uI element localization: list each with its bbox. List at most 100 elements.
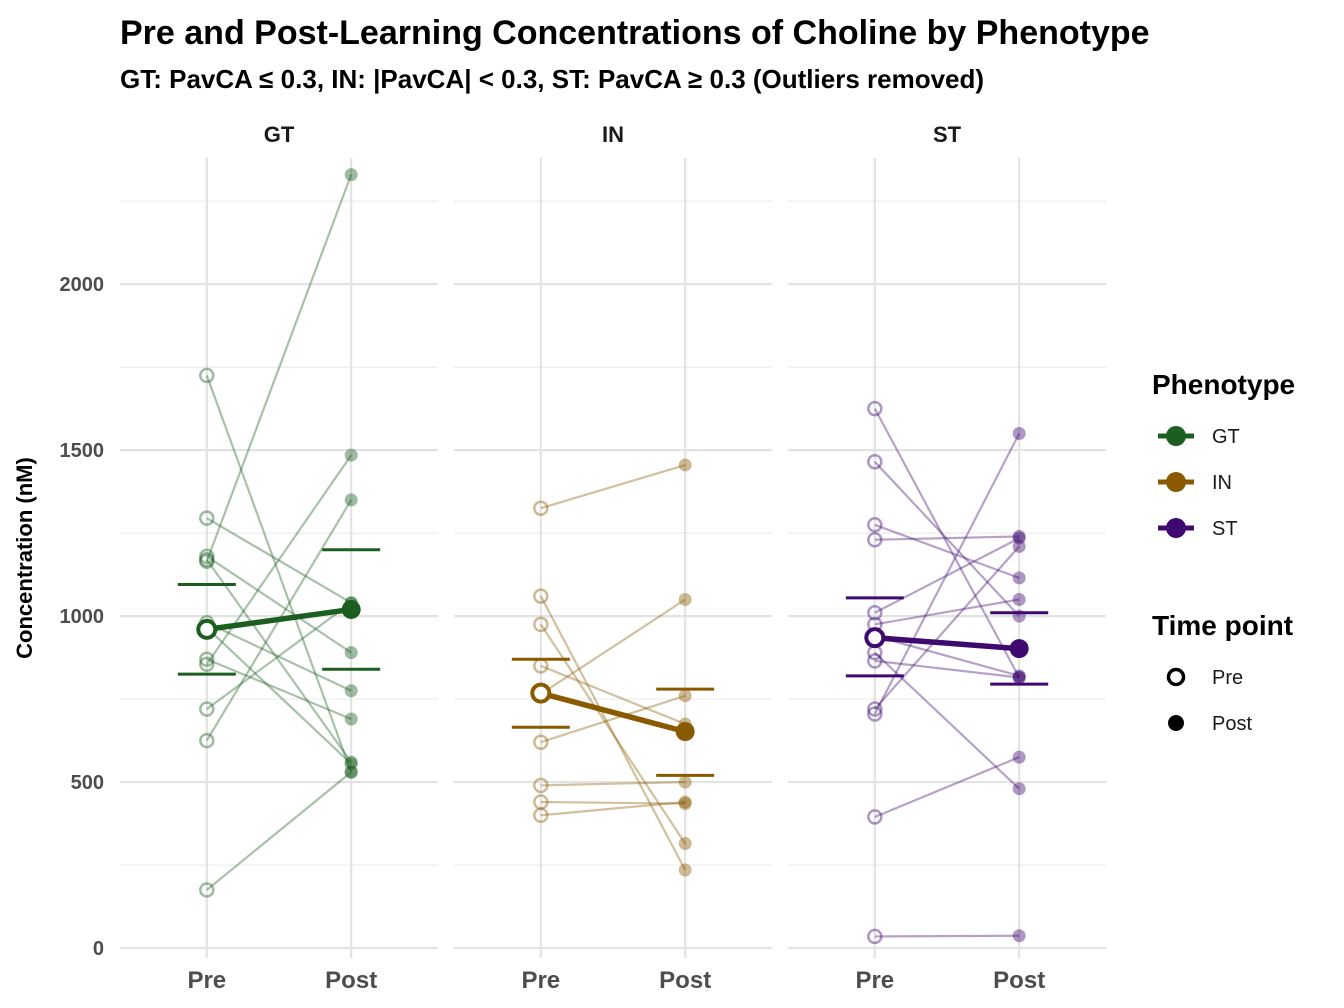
x-tick-label: Pre [187,967,226,994]
legend-key-point [1166,426,1186,446]
subject-line [205,174,353,562]
pre-point [199,701,215,717]
post-point [344,684,358,698]
pre-point [867,653,883,669]
legend: Phenotype GT IN ST Time point Pre Post [1152,369,1295,735]
pre-point [533,588,549,604]
post-point [344,765,358,779]
mean-pre-point [864,627,886,649]
post-point [1012,531,1026,545]
y-tick-label: 500 [71,772,104,794]
pre-point [199,553,215,570]
pre-point [533,500,549,516]
legend-key-point [1166,472,1186,492]
mean-line [206,606,352,633]
y-tick-label: 0 [93,938,104,960]
post-point [1012,592,1026,606]
subject-line [540,598,686,696]
pre-point [867,400,883,417]
facet-label: GT [264,122,295,147]
subject-line [205,454,353,665]
legend-label: IN [1212,472,1232,494]
post-point [344,493,358,507]
pre-point [867,701,883,717]
plot-area: 0 500 1000 1500 2000 GT Pre Post IN Pre Post ST Pre P… [60,122,1106,994]
facet-label: IN [602,122,624,147]
post-point [678,458,692,472]
mean-line [874,634,1020,652]
post-point [344,757,358,771]
post-point [678,863,692,877]
pre-point [533,777,549,794]
subject-line [874,659,1020,679]
post-point [678,689,692,703]
post-point [678,797,692,811]
subject-line [539,595,687,871]
post-point [1012,750,1026,764]
post-point [344,168,358,182]
pre-point [867,706,883,722]
post-point [1012,671,1026,685]
mean-post-point [1009,639,1029,659]
post-point [678,836,692,850]
pre-point [199,882,215,898]
legend-key-post [1168,715,1184,731]
pre-point [199,548,215,565]
mean-pre-point [196,618,218,640]
post-point [344,755,358,769]
facet-in: IN Pre Post [454,122,772,994]
legend-label: GT [1212,426,1240,448]
pre-point [533,616,549,633]
subject-line [206,626,352,765]
post-point [678,795,692,809]
subject-line [874,535,1020,541]
post-point [344,712,358,726]
subject-line [874,634,1020,677]
subject-line [206,517,352,604]
subject-line [206,658,352,721]
post-point [1012,529,1026,543]
subject-line [874,523,1020,579]
pre-point [199,367,215,384]
subject-line [205,375,353,773]
subject-line [874,756,1020,818]
post-point [678,592,692,606]
subject-line [206,601,352,710]
legend-label: Pre [1212,667,1243,689]
legend-title-time-point: Time point [1152,610,1293,641]
pre-point [199,656,215,672]
pre-point [199,551,215,568]
subject-line [206,555,352,654]
post-point [1012,782,1026,796]
x-tick-label: Post [993,967,1045,994]
y-tick-label: 2000 [60,274,105,296]
pre-point [867,531,883,548]
x-tick-label: Pre [855,967,894,994]
post-point [344,448,358,462]
facet-label: ST [933,122,962,147]
post-point [344,765,358,779]
pre-point [867,809,883,825]
legend-title-phenotype: Phenotype [1152,369,1295,400]
subject-line [874,460,1020,617]
subject-line [874,537,1020,614]
pre-point [533,734,549,750]
pre-point [867,928,883,945]
post-point [1012,671,1026,685]
subject-line [540,800,686,817]
pre-point [533,794,549,810]
subject-line [873,433,1021,715]
subject-line [873,408,1021,679]
subject-line [540,664,686,725]
mean-pre-point [530,682,552,704]
pre-point [199,510,215,526]
post-point [1012,427,1026,441]
post-point [1012,539,1026,553]
post-point [678,775,692,789]
post-point [1012,669,1026,683]
mean-post-point [675,722,695,742]
post-point [344,646,358,660]
mean-line [540,690,686,735]
pre-point [199,732,215,749]
